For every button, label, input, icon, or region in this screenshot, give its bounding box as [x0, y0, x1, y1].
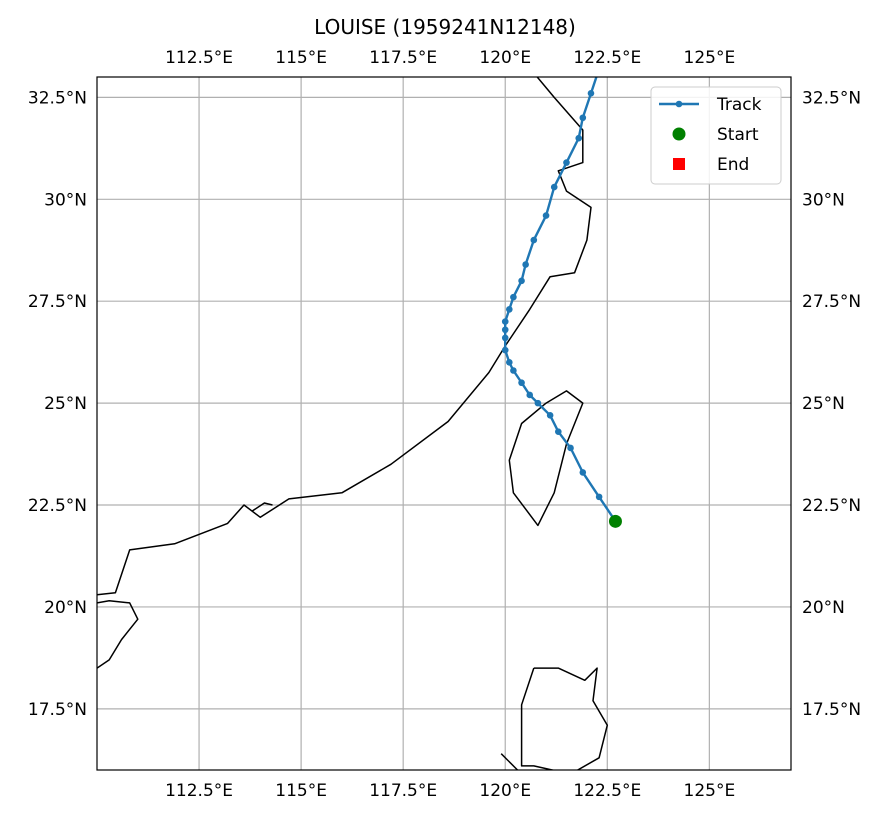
- y-tick-label-left: 22.5°N: [28, 496, 87, 516]
- track-point: [595, 493, 603, 501]
- track-point: [501, 318, 509, 325]
- track-point: [510, 293, 517, 301]
- track-point: [550, 183, 558, 191]
- x-tick-label-top: 122.5°E: [573, 48, 641, 68]
- y-tick-label-right: 17.5°N: [802, 700, 861, 720]
- coastline: [97, 77, 592, 596]
- track-point: [563, 159, 570, 166]
- coastline: [97, 600, 139, 669]
- legend-track-label: Track: [716, 95, 762, 115]
- track-point: [526, 391, 534, 399]
- track-point: [555, 428, 562, 435]
- track-point: [579, 469, 587, 476]
- x-tick-label-bottom: 117.5°E: [369, 781, 437, 801]
- track-point: [546, 412, 554, 419]
- track-point: [518, 379, 525, 387]
- track-point: [579, 114, 587, 122]
- legend-end-marker: [673, 158, 685, 170]
- track-point: [506, 306, 513, 313]
- coastline: [508, 390, 584, 527]
- x-tick-label-top: 125°E: [684, 48, 736, 68]
- y-tick-label-left: 20°N: [44, 598, 87, 618]
- legend-box: [650, 86, 782, 185]
- y-tick-label-left: 30°N: [44, 190, 87, 210]
- y-tick-label-left: 27.5°N: [28, 292, 87, 312]
- track-point: [530, 236, 538, 244]
- x-tick-label-bottom: 112.5°E: [165, 781, 233, 801]
- legend-track-marker: [675, 100, 683, 108]
- storm-track: [501, 77, 622, 528]
- y-tick-label-right: 25°N: [802, 394, 845, 414]
- track-point: [501, 334, 509, 342]
- start-marker: [608, 514, 622, 528]
- x-tick-label-top: 115°E: [275, 48, 327, 68]
- track-point: [518, 277, 525, 285]
- x-tick-label-bottom: 115°E: [275, 781, 327, 801]
- coastline: [251, 502, 273, 512]
- coastline: [520, 667, 609, 770]
- x-tick-label-top: 120°E: [479, 48, 531, 68]
- track-point: [522, 261, 529, 268]
- track-point: [501, 326, 509, 334]
- plot-frame: [96, 76, 792, 771]
- y-tick-label-left: 32.5°N: [28, 88, 87, 108]
- x-tick-label-top: 117.5°E: [369, 48, 437, 68]
- y-tick-label-right: 30°N: [802, 190, 845, 210]
- track-point: [506, 359, 513, 366]
- x-tick-label-bottom: 122.5°E: [573, 781, 641, 801]
- coastlines: [97, 77, 609, 770]
- track-point: [567, 444, 574, 452]
- track-line: [504, 77, 617, 522]
- y-tick-label-left: 25°N: [44, 394, 87, 414]
- legend-end-label: End: [717, 155, 749, 175]
- x-tick-label-bottom: 125°E: [684, 781, 736, 801]
- track-point: [587, 90, 595, 97]
- y-tick-label-right: 22.5°N: [802, 496, 861, 516]
- coastline: [500, 753, 519, 770]
- legend-start-marker: [672, 127, 686, 141]
- track-point: [510, 367, 517, 374]
- y-tick-label-right: 20°N: [802, 598, 845, 618]
- legend: Track Start End: [650, 86, 782, 185]
- legend-start-label: Start: [717, 125, 759, 145]
- y-tick-label-right: 27.5°N: [802, 292, 861, 312]
- y-tick-label-left: 17.5°N: [28, 700, 87, 720]
- x-tick-label-top: 112.5°E: [165, 48, 233, 68]
- track-point: [534, 399, 542, 407]
- x-tick-label-bottom: 120°E: [479, 781, 531, 801]
- map-title: LOUISE (1959241N12148): [314, 15, 576, 39]
- track-point: [501, 346, 509, 354]
- axis-ticks: 112.5°E 112.5°E 115°E 115°E 117.5°E 117.5°E 12…: [28, 48, 861, 801]
- track-point: [542, 212, 550, 219]
- y-tick-label-right: 32.5°N: [802, 88, 861, 108]
- track-point: [575, 134, 583, 142]
